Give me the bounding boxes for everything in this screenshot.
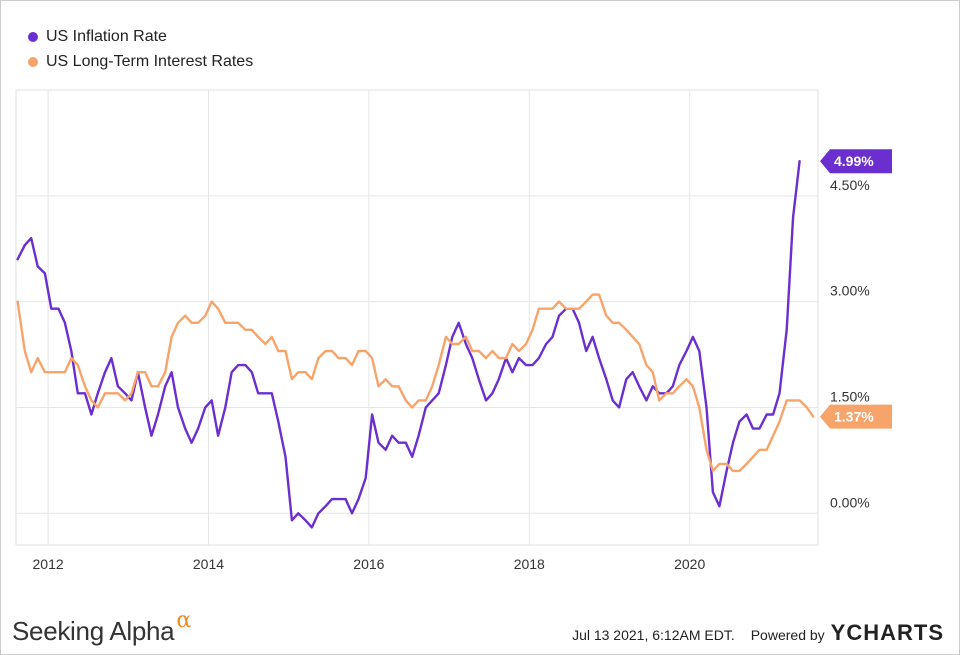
- series-line-1: [16, 293, 815, 473]
- attribution: Jul 13 2021, 6:12AM EDT. Powered by YCHA…: [572, 620, 944, 646]
- series-line-0: [16, 160, 801, 529]
- x-tick-label: 2012: [33, 556, 64, 572]
- x-tick-label: 2014: [193, 556, 224, 572]
- y-tick-label: 4.50%: [830, 177, 870, 193]
- powered-by-label: Powered by: [750, 627, 825, 643]
- legend-label-interest: US Long-Term Interest Rates: [46, 52, 254, 70]
- end-value-flag-1: [820, 404, 892, 429]
- x-tick-label: 2018: [514, 556, 545, 572]
- legend-item-inflation[interactable]: US Inflation Rate: [28, 24, 253, 49]
- legend: US Inflation Rate US Long-Term Interest …: [28, 24, 253, 74]
- alpha-mark: α: [176, 608, 191, 633]
- plot-area: [15, 89, 819, 546]
- brand-name: Seeking Alpha: [12, 616, 175, 646]
- legend-swatch-interest: [28, 56, 38, 67]
- seeking-alpha-logo: Seeking Alphaα: [12, 608, 191, 647]
- end-value-flag-0: [820, 149, 892, 174]
- y-tick-label: 0.00%: [830, 494, 870, 510]
- legend-swatch-inflation: [28, 31, 38, 42]
- legend-label-inflation: US Inflation Rate: [46, 27, 167, 45]
- end-value-label-1: 1.37%: [834, 409, 874, 425]
- ycharts-logo[interactable]: YCHARTS: [830, 620, 944, 645]
- x-tick-label: 2020: [674, 556, 705, 572]
- y-tick-label: 3.00%: [830, 283, 870, 299]
- y-tick-label: 1.50%: [830, 388, 870, 404]
- line-chart: 2012 2014 2016 2018 2020 0.00% 1.50% 3.00% 4.50%…: [15, 89, 892, 572]
- x-tick-label: 2016: [353, 556, 384, 572]
- end-value-label-0: 4.99%: [834, 153, 874, 169]
- legend-item-interest[interactable]: US Long-Term Interest Rates: [28, 49, 253, 74]
- timestamp: Jul 13 2021, 6:12AM EDT.: [572, 627, 735, 643]
